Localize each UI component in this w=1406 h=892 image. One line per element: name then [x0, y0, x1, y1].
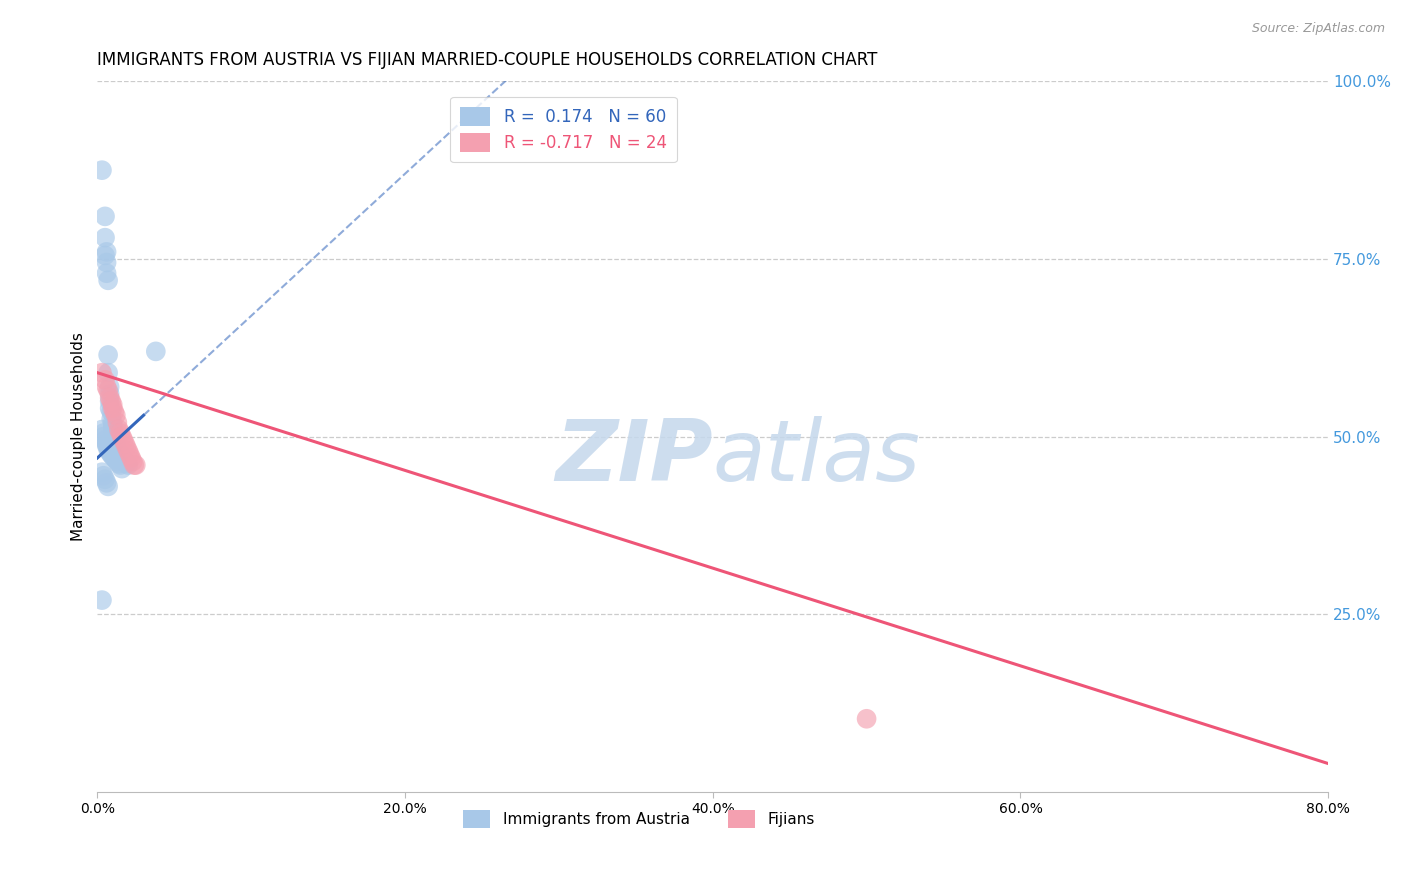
- Point: [115, 440, 138, 454]
- Point: [145, 344, 167, 359]
- Point: [94, 373, 117, 387]
- Point: [94, 248, 117, 262]
- Point: [105, 454, 128, 468]
- Point: [93, 468, 115, 483]
- Text: IMMIGRANTS FROM AUSTRIA VS FIJIAN MARRIED-COUPLE HOUSEHOLDS CORRELATION CHART: IMMIGRANTS FROM AUSTRIA VS FIJIAN MARRIE…: [97, 51, 877, 69]
- Point: [101, 426, 124, 441]
- Point: [101, 450, 124, 464]
- Point: [93, 430, 115, 444]
- Point: [103, 405, 125, 419]
- Point: [98, 394, 121, 409]
- Point: [98, 401, 121, 416]
- Point: [110, 450, 132, 464]
- Point: [111, 450, 134, 465]
- Point: [96, 380, 118, 394]
- Point: [101, 398, 124, 412]
- Point: [97, 442, 120, 457]
- Point: [111, 430, 134, 444]
- Point: [96, 266, 118, 280]
- Point: [97, 479, 120, 493]
- Point: [112, 452, 135, 467]
- Point: [104, 436, 127, 450]
- Point: [104, 409, 127, 423]
- Point: [91, 163, 114, 178]
- Point: [855, 712, 877, 726]
- Point: [120, 450, 142, 465]
- Point: [101, 416, 124, 430]
- Point: [115, 457, 138, 471]
- Point: [112, 434, 135, 448]
- Point: [105, 416, 128, 430]
- Point: [108, 457, 131, 471]
- Point: [97, 384, 120, 398]
- Point: [117, 458, 139, 472]
- Point: [91, 593, 114, 607]
- Point: [111, 461, 134, 475]
- Point: [91, 423, 114, 437]
- Point: [108, 423, 131, 437]
- Point: [105, 443, 128, 458]
- Point: [98, 391, 121, 405]
- Point: [97, 348, 120, 362]
- Point: [96, 436, 118, 450]
- Point: [97, 273, 120, 287]
- Point: [98, 443, 121, 458]
- Point: [94, 210, 117, 224]
- Point: [108, 445, 131, 459]
- Point: [104, 452, 127, 467]
- Point: [121, 454, 143, 468]
- Point: [91, 366, 114, 380]
- Text: ZIP: ZIP: [555, 417, 713, 500]
- Point: [97, 440, 120, 454]
- Point: [110, 458, 132, 472]
- Point: [100, 394, 122, 409]
- Point: [101, 419, 124, 434]
- Point: [101, 423, 124, 437]
- Text: Source: ZipAtlas.com: Source: ZipAtlas.com: [1251, 22, 1385, 36]
- Point: [110, 426, 132, 441]
- Point: [97, 366, 120, 380]
- Point: [98, 380, 121, 394]
- Point: [114, 454, 136, 468]
- Point: [114, 436, 136, 450]
- Point: [91, 465, 114, 479]
- Point: [110, 447, 132, 461]
- Point: [94, 472, 117, 486]
- Point: [96, 255, 118, 269]
- Point: [94, 434, 117, 448]
- Y-axis label: Married-couple Households: Married-couple Households: [72, 332, 86, 541]
- Point: [124, 458, 146, 472]
- Point: [96, 475, 118, 490]
- Point: [96, 244, 118, 259]
- Text: atlas: atlas: [713, 417, 921, 500]
- Point: [103, 431, 125, 445]
- Point: [93, 426, 115, 441]
- Point: [94, 230, 117, 244]
- Legend: Immigrants from Austria, Fijians: Immigrants from Austria, Fijians: [457, 805, 821, 834]
- Point: [101, 401, 124, 416]
- Point: [125, 458, 148, 472]
- Point: [100, 447, 122, 461]
- Point: [98, 387, 121, 401]
- Point: [100, 412, 122, 426]
- Point: [103, 434, 125, 448]
- Point: [98, 445, 121, 459]
- Point: [100, 405, 122, 419]
- Point: [101, 430, 124, 444]
- Point: [96, 438, 118, 452]
- Point: [118, 447, 141, 461]
- Point: [117, 443, 139, 458]
- Point: [104, 438, 127, 452]
- Point: [103, 450, 125, 465]
- Point: [104, 440, 127, 454]
